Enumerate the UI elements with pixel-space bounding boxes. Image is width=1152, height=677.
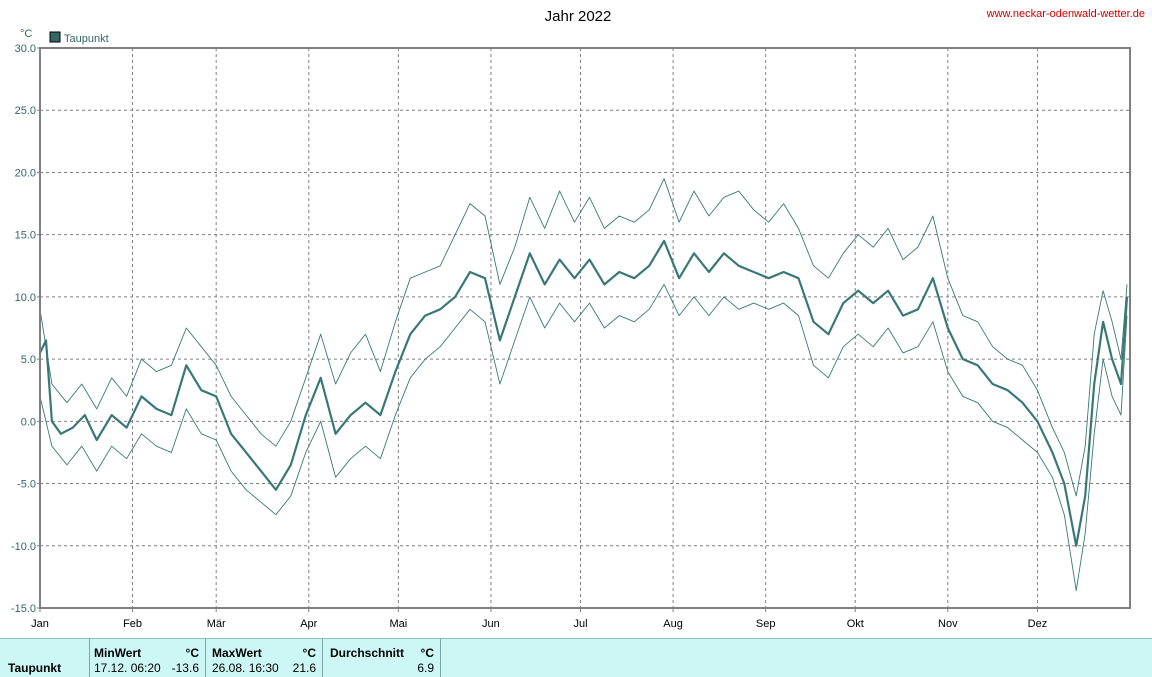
max-unit: °C (302, 646, 316, 660)
y-tick-label: -10.0 (11, 541, 36, 553)
y-tick-label: 15.0 (15, 230, 36, 242)
avg-header: Durchschnitt (330, 646, 405, 660)
summary-avg-cell: Durchschnitt °C 6.9 (323, 639, 441, 677)
x-tick-label: Nov (938, 618, 958, 630)
x-tick-label: Okt (847, 618, 864, 630)
x-tick-label: Jan (31, 618, 49, 630)
min-value: -13.6 (171, 661, 199, 675)
y-tick-label: 20.0 (15, 167, 36, 179)
summary-min-cell: MinWert °C 17.12. 06:20 -13.6 (90, 639, 206, 677)
x-tick-label: Jun (482, 618, 500, 630)
y-tick-label: 0.0 (21, 416, 36, 428)
avg-value: 6.9 (417, 661, 434, 675)
summary-max-cell: MaxWert °C 26.08. 16:30 21.6 (206, 639, 323, 677)
min-date: 17.12. 06:20 (94, 661, 161, 675)
x-tick-label: Apr (300, 618, 317, 630)
x-tick-label: Mär (207, 618, 226, 630)
y-tick-label: 10.0 (15, 292, 36, 304)
y-tick-label: 30.0 (15, 43, 36, 55)
summary-row-label-cell: Taupunkt (0, 639, 90, 677)
legend-swatch (49, 31, 61, 43)
x-tick-label: Dez (1028, 618, 1048, 630)
series-line-lower (39, 283, 1128, 592)
x-tick-label: Sep (756, 618, 776, 630)
dew-point-chart: 30.0 25.0 20.0 15.0 10.0 5.0 0.0 -5.0 -10.0 -15.0… (11, 8, 1145, 630)
site-link[interactable]: www.neckar-odenwald-wetter.de (986, 8, 1145, 20)
y-tick-label: 25.0 (15, 105, 36, 117)
x-tick-label: Jul (573, 618, 587, 630)
summary-table: Taupunkt MinWert °C 17.12. 06:20 -13.6 M… (0, 638, 1152, 677)
y-tick-label: -5.0 (17, 479, 36, 491)
x-tick-label: Feb (123, 618, 142, 630)
y-axis-ticks: 30.0 25.0 20.0 15.0 10.0 5.0 0.0 -5.0 -10.0 -15.0 (11, 43, 40, 615)
x-tick-label: Mai (389, 618, 407, 630)
plot-frame (39, 47, 1131, 609)
x-axis-month-labels: Jan Feb Mär Apr Mai Jun Jul Aug Sep Okt Nov Dez (31, 608, 1047, 630)
y-tick-label: 5.0 (21, 354, 36, 366)
plot-area (39, 47, 1131, 609)
series-layer (39, 178, 1129, 592)
max-date: 26.08. 16:30 (212, 661, 279, 675)
y-axis-unit: °C (20, 28, 32, 40)
y-tick-label: -15.0 (11, 603, 36, 615)
avg-unit: °C (420, 646, 434, 660)
x-tick-label: Aug (663, 618, 683, 630)
max-value: 21.6 (292, 661, 316, 675)
chart-title: Jahr 2022 (545, 8, 612, 25)
grid-lines (40, 48, 1130, 608)
legend-label: Taupunkt (64, 33, 109, 45)
min-header: MinWert (94, 646, 142, 660)
series-line-upper (39, 178, 1128, 497)
series-line-taupunkt (39, 239, 1129, 547)
min-unit: °C (185, 646, 199, 660)
summary-row-label: Taupunkt (8, 661, 62, 675)
max-header: MaxWert (212, 646, 262, 660)
